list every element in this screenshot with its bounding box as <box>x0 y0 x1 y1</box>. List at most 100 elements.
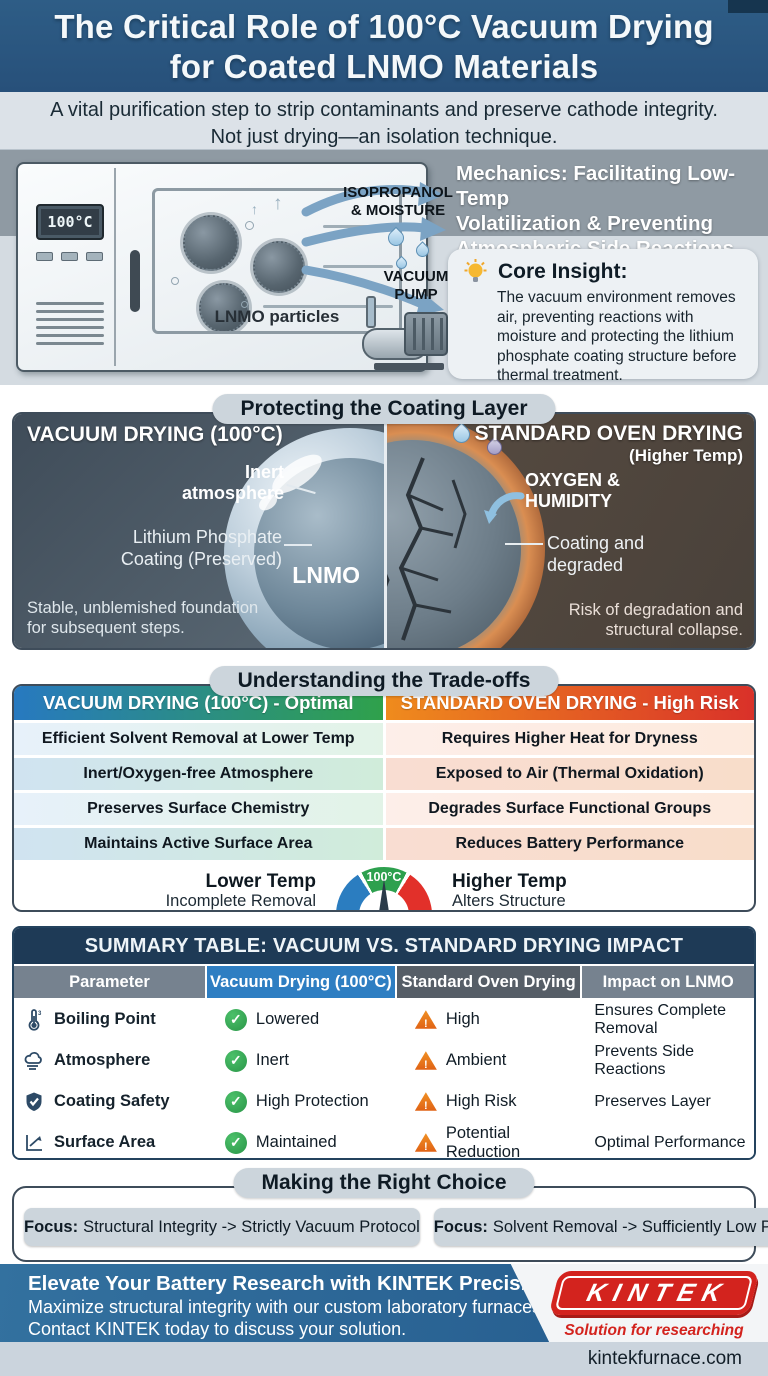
column-header-standard: Standard Oven Drying <box>396 966 581 998</box>
summary-table-card: SUMMARY TABLE: VACUUM VS. STANDARD DRYIN… <box>12 926 756 1160</box>
page-title-line1: The Critical Role of 100°C Vacuum Drying <box>54 8 714 45</box>
vacuum-value: Maintained <box>255 1133 337 1151</box>
kintek-tagline: Solution for researching <box>564 1322 744 1339</box>
standard-value: Ambient <box>445 1051 507 1069</box>
oven-shelf <box>263 305 393 308</box>
table-cell-vacuum: ✓ High Protection <box>207 1082 395 1121</box>
lnmo-sphere-label: LNMO <box>292 562 360 588</box>
gauge-right-label: Higher Temp Alters Structure <box>452 871 642 910</box>
vacuum-panel-footnote: Stable, unblemished foundation for subse… <box>27 599 259 637</box>
tradeoff-right-cell: Exposed to Air (Thermal Oxidation) <box>385 758 754 790</box>
kintek-logo-text: KINTEK <box>584 1278 733 1307</box>
lnmo-particle <box>199 283 249 331</box>
core-insight-body: The vacuum environment removes air, prev… <box>497 289 737 384</box>
lightbulb-icon <box>464 259 487 282</box>
lnmo-particle <box>253 241 305 293</box>
table-row-parameter: Coating Safety <box>14 1082 205 1121</box>
vapor-label: ISOPROPANOL & MOISTURE <box>338 184 458 220</box>
oven-button <box>86 252 103 261</box>
warning-icon: ! <box>414 1092 437 1111</box>
check-icon: ✓ <box>224 1008 247 1031</box>
tradeoffs-right-header: STANDARD OVEN DRYING - High Risk <box>385 686 754 720</box>
gauge-right-sub: Alters Structure <box>452 892 566 910</box>
oven-panel-heading-sub: (Higher Temp) <box>629 446 743 465</box>
tradeoffs-section: Understanding the Trade-offs VACUUM DRYI… <box>0 664 768 916</box>
vacuum-value: Lowered <box>255 1010 320 1028</box>
footer-banner: Elevate Your Battery Research with KINTE… <box>0 1264 550 1342</box>
shield-icon <box>26 1092 42 1111</box>
crack-lines <box>387 457 467 641</box>
footer-line2: Maximize structural integrity with our c… <box>28 1297 547 1317</box>
tradeoff-left-cell: Preserves Surface Chemistry <box>14 793 383 825</box>
choice-section-title: Making the Right Choice <box>233 1168 535 1198</box>
check-icon: ✓ <box>224 1090 247 1113</box>
thermometer-icon: 3 <box>28 1008 42 1031</box>
tradeoffs-row: Efficient Solvent Removal at Lower Temp … <box>14 723 754 755</box>
temperature-gauge: 100°C <box>336 867 432 910</box>
oven-shelf <box>323 265 393 268</box>
choice-option-2: Focus: Solvent Removal -> Sufficiently L… <box>433 1208 768 1246</box>
oxygen-humidity-label: OXYGEN & HUMIDITY <box>525 470 621 511</box>
oven-vents <box>36 302 104 350</box>
table-cell-standard: ! High Risk <box>397 1082 581 1121</box>
gauge-left-label: Lower Temp Incomplete Removal <box>126 871 317 910</box>
vacuum-value: High Protection <box>255 1092 369 1110</box>
gauge-left-title: Lower Temp <box>205 871 317 892</box>
vacuum-panel-heading: VACUUM DRYING (100°C) <box>27 423 283 446</box>
table-cell-vacuum: ✓ Lowered <box>207 1000 395 1039</box>
parameter-label: Coating Safety <box>54 1092 170 1110</box>
temperature-gauge-row: Lower Temp Incomplete Removal 100°C High… <box>14 867 754 910</box>
vapor-flow-arrows <box>301 182 446 316</box>
warning-icon: ! <box>414 1133 437 1152</box>
tradeoffs-section-title: Understanding the Trade-offs <box>209 666 559 696</box>
mechanics-heading: Mechanics: Facilitating Low-Temp Volatil… <box>456 161 758 261</box>
gauge-right-title: Higher Temp <box>452 871 567 892</box>
page-title: The Critical Role of 100°C Vacuum Drying… <box>0 0 768 87</box>
oven-panel-heading-main: STANDARD OVEN DRYING <box>474 422 743 445</box>
vacuum-drying-panel: VACUUM DRYING (100°C) Inert atmosphere L… <box>14 414 384 648</box>
parameter-label: Boiling Point <box>54 1010 156 1028</box>
table-cell-vacuum: ✓ Inert <box>207 1041 395 1080</box>
chart-icon <box>26 1134 42 1151</box>
pump-motor <box>404 312 448 356</box>
pump-label-line2: PUMP <box>394 286 438 303</box>
subtitle-band: A vital purification step to strip conta… <box>0 92 768 150</box>
pump-label-line1: VACUUM <box>383 268 449 285</box>
summary-table-title: SUMMARY TABLE: VACUUM VS. STANDARD DRYIN… <box>14 928 754 964</box>
gauge-needle <box>379 879 389 910</box>
core-insight-box: Core Insight: The vacuum environment rem… <box>448 249 758 384</box>
choice-option-1: Focus: Structural Integrity -> Strictly … <box>24 1208 420 1246</box>
choice-option-prefix: Focus: <box>433 1217 488 1236</box>
standard-value: High <box>445 1010 480 1028</box>
vapor-label-line2: & MOISTURE <box>350 202 446 219</box>
check-icon: ✓ <box>224 1131 247 1154</box>
gauge-left-sub: Incomplete Removal <box>165 892 316 910</box>
tradeoff-left-cell: Maintains Active Surface Area <box>14 828 383 860</box>
tradeoff-left-cell: Inert/Oxygen-free Atmosphere <box>14 758 383 790</box>
tradeoffs-row: Maintains Active Surface Area Reduces Ba… <box>14 828 754 860</box>
parameter-label: Surface Area <box>54 1133 156 1151</box>
core-insight-title: Core Insight: <box>498 259 628 283</box>
svg-text:3: 3 <box>38 1011 42 1017</box>
oven-drying-panel: STANDARD OVEN DRYING (Higher Temp) OXYGE… <box>384 414 754 648</box>
table-row-parameter: Surface Area <box>14 1123 205 1158</box>
impact-value: Ensures Complete Removal <box>594 1001 726 1037</box>
kintek-logo-box: KINTEK <box>548 1271 760 1315</box>
kintek-logo: KINTEK Solution for researching <box>548 1271 760 1340</box>
tradeoff-right-cell: Degrades Surface Functional Groups <box>385 793 754 825</box>
table-cell-vacuum: ✓ Maintained <box>207 1123 395 1158</box>
mechanics-heading-line2: Volatilization & Preventing <box>456 212 714 235</box>
summary-section: SUMMARY TABLE: VACUUM VS. STANDARD DRYIN… <box>0 924 768 1164</box>
coating-comparison-card: VACUUM DRYING (100°C) Inert atmosphere L… <box>12 412 756 650</box>
footer-section: Elevate Your Battery Research with KINTE… <box>0 1264 768 1376</box>
impact-value: Preserves Layer <box>594 1092 711 1110</box>
table-cell-standard: ! Ambient <box>397 1041 581 1080</box>
choice-section: Making the Right Choice Focus: Structura… <box>0 1166 768 1264</box>
oven-control-panel: 100°C <box>22 168 116 366</box>
tradeoffs-row: Inert/Oxygen-free Atmosphere Exposed to … <box>14 758 754 790</box>
bubble <box>171 277 179 285</box>
vacuum-pump-label: VACUUM PUMP <box>372 268 460 304</box>
vacuum-value: Inert <box>255 1051 289 1069</box>
tradeoffs-card: VACUUM DRYING (100°C) - Optimal Balance … <box>12 684 756 912</box>
